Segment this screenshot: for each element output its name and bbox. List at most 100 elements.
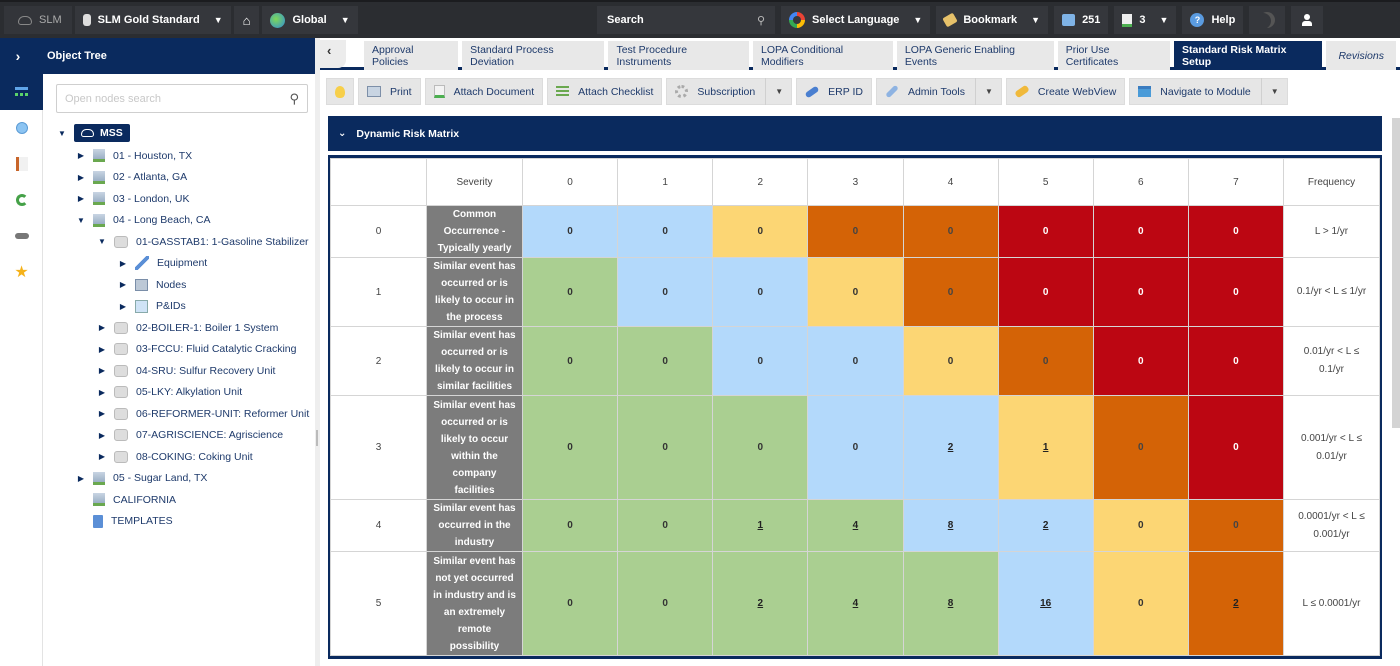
collapsed-triangle-icon[interactable]: ▶ [98,452,106,462]
risk-count-link[interactable]: 1 [757,520,764,531]
tab-prior-use-certificates[interactable]: Prior Use Certificates [1057,41,1170,70]
risk-count-link[interactable]: 16 [1040,598,1052,609]
splitter-grip[interactable] [316,430,318,446]
bookmark-menu[interactable]: Bookmark ▼ [936,6,1049,34]
collapsed-triangle-icon[interactable]: ▶ [98,366,106,376]
panel-splitter[interactable] [315,38,320,666]
global-search[interactable]: Search ⚲ [597,6,775,34]
collapsed-triangle-icon[interactable]: ▶ [77,172,85,182]
tree-node[interactable]: ▶ Nodes [43,274,315,296]
tree-node[interactable]: ▶CALIFORNIA [43,489,315,511]
risk-count-link[interactable]: 2 [1233,598,1239,609]
tree-node[interactable]: ▶TEMPLATES [43,511,315,533]
tips-button[interactable] [326,78,354,105]
tree-node[interactable]: ▶ P&IDs [43,296,315,318]
language-selector[interactable]: Select Language ▼ [781,6,931,34]
expanded-triangle-icon[interactable]: ▼ [77,215,85,225]
collapse-chevron-icon[interactable]: ⌄ [338,128,347,139]
risk-count-link[interactable]: 1 [1042,442,1049,453]
inbox-button[interactable]: 251 [1054,6,1109,34]
risk-cell[interactable]: 8 [902,551,999,656]
subscription-dropdown-icon[interactable]: ▼ [765,78,791,105]
risk-cell[interactable]: 2 [997,499,1094,552]
attach-document-button[interactable]: Attach Document [424,78,544,105]
vertical-scrollbar[interactable] [1392,118,1400,428]
risk-cell[interactable]: 1 [712,499,809,552]
rail-object-tree-button[interactable] [0,74,43,110]
admin-tools-dropdown-icon[interactable]: ▼ [974,78,1001,105]
tab-standard-risk-matrix-setup[interactable]: Standard Risk Matrix Setup [1173,41,1323,70]
collapsed-triangle-icon[interactable]: ▶ [98,430,106,440]
risk-count-link[interactable]: 4 [852,598,859,609]
print-button[interactable]: Print [358,78,421,105]
tree-node[interactable]: ▼ 01-GASSTAB1: 1-Gasoline Stabilizer [43,231,315,253]
tree-root-node[interactable]: ▼ MSS [43,121,315,145]
tab-lopa-generic-enabling-events[interactable]: LOPA Generic Enabling Events [896,41,1054,70]
open-nodes-search-input[interactable] [65,92,290,105]
search-icon[interactable]: ⚲ [289,90,299,106]
expanded-triangle-icon[interactable]: ▼ [58,128,66,138]
risk-cell[interactable]: 2 [902,395,999,500]
risk-count-link[interactable]: 2 [1042,520,1049,531]
app-home-button[interactable]: SLM [4,6,72,34]
rail-favorites-button[interactable]: ★ [0,254,43,290]
navigate-to-module-button[interactable]: Navigate to Module ▼ [1129,78,1288,105]
tree-node[interactable]: ▶ 03 - London, UK [43,188,315,210]
risk-cell[interactable]: 1 [997,395,1094,500]
tab-lopa-conditional-modifiers[interactable]: LOPA Conditional Modifiers [753,41,893,70]
rail-search-button[interactable] [0,110,43,146]
tree-node[interactable]: ▶ 04-SRU: Sulfur Recovery Unit [43,360,315,382]
create-webview-button[interactable]: Create WebView [1005,78,1126,105]
collapsed-triangle-icon[interactable]: ▶ [119,258,127,268]
tree-node[interactable]: ▶ 05-LKY: Alkylation Unit [43,382,315,404]
collapsed-triangle-icon[interactable]: ▶ [119,301,127,311]
documents-menu[interactable]: 3 ▼ [1114,6,1177,34]
tab-standard-process-deviation[interactable]: Standard Process Deviation [462,41,605,70]
risk-count-link[interactable]: 8 [947,598,954,609]
tree-node[interactable]: ▼ 04 - Long Beach, CA [43,210,315,232]
dynamic-risk-matrix-header[interactable]: ⌄ Dynamic Risk Matrix [328,116,1382,151]
risk-cell[interactable]: 8 [902,499,999,552]
tree-node[interactable]: ▶ 01 - Houston, TX [43,145,315,167]
tree-node[interactable]: ▶ 06-REFORMER-UNIT: Reformer Unit [43,403,315,425]
collapsed-triangle-icon[interactable]: ▶ [119,280,127,290]
database-selector[interactable]: SLM Gold Standard ▼ [74,6,231,34]
risk-cell[interactable]: 4 [807,551,904,656]
tree-node[interactable]: ▶ 03-FCCU: Fluid Catalytic Cracking [43,339,315,361]
rail-links-button[interactable] [0,218,43,254]
help-button[interactable]: ? Help [1182,6,1244,34]
rail-reports-button[interactable] [0,146,43,182]
tree-node[interactable]: ▶ 07-AGRISCIENCE: Agriscience [43,425,315,447]
scope-selector[interactable]: Global ▼ [262,6,358,34]
tree-node[interactable]: ▶ 02 - Atlanta, GA [43,167,315,189]
home-button[interactable]: ⌂ [233,6,260,34]
risk-cell[interactable]: 4 [807,499,904,552]
rail-refresh-button[interactable] [0,182,43,218]
risk-count-link[interactable]: 8 [947,520,954,531]
tab-test-procedure-instruments[interactable]: Test Procedure Instruments [608,41,750,70]
risk-cell[interactable]: 16 [997,551,1094,656]
tabs-scroll-left-button[interactable]: ‹ [320,40,346,68]
risk-cell[interactable]: 2 [712,551,809,656]
collapsed-triangle-icon[interactable]: ▶ [98,387,106,397]
tab-revisions[interactable]: Revisions [1326,41,1396,70]
tree-node[interactable]: ▶ 02-BOILER-1: Boiler 1 System [43,317,315,339]
collapsed-triangle-icon[interactable]: ▶ [98,323,106,333]
risk-count-link[interactable]: 4 [852,520,859,531]
collapsed-triangle-icon[interactable]: ▶ [98,344,106,354]
tree-node[interactable]: ▶ 05 - Sugar Land, TX [43,468,315,490]
risk-cell[interactable]: 2 [1187,551,1285,656]
collapsed-triangle-icon[interactable]: ▶ [98,409,106,419]
tab-approval-policies[interactable]: Approval Policies [364,41,459,70]
attach-checklist-button[interactable]: Attach Checklist [547,78,663,105]
tree-node[interactable]: ▶ 08-COKING: Coking Unit [43,446,315,468]
risk-count-link[interactable]: 2 [757,598,764,609]
navigate-to-module-dropdown-icon[interactable]: ▼ [1260,78,1287,105]
user-profile-button[interactable] [1291,6,1324,34]
expand-panel-chevron-icon[interactable]: › [15,48,21,64]
collapsed-triangle-icon[interactable]: ▶ [77,194,85,204]
tree-node[interactable]: ▶ Equipment [43,253,315,275]
root-node-chip[interactable]: MSS [74,124,130,142]
risk-count-link[interactable]: 2 [947,442,954,453]
collapsed-triangle-icon[interactable]: ▶ [77,473,85,483]
